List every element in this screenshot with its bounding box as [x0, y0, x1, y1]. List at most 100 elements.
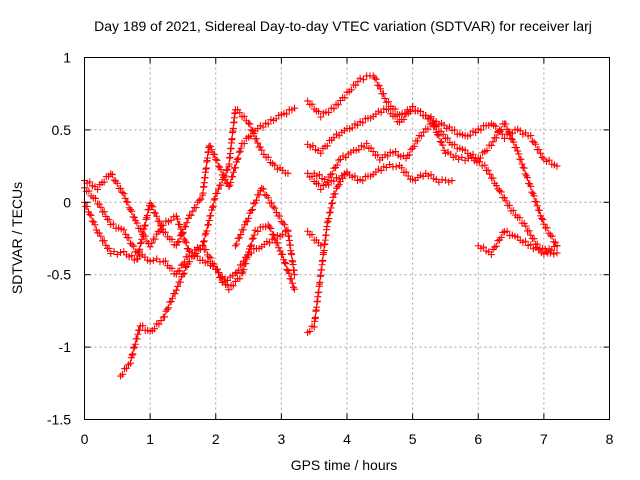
data-point-track-c [142, 215, 150, 223]
data-point-track-c [87, 211, 95, 219]
data-point-track-a [229, 282, 237, 290]
data-point-track-d [240, 112, 248, 120]
data-point-track-d [209, 202, 217, 210]
data-point-track-d [172, 286, 180, 294]
data-point-track-c [105, 245, 113, 253]
data-point-track-a [247, 241, 255, 249]
data-point-track-h [374, 151, 382, 159]
data-point-track-c [86, 210, 94, 218]
data-point-track-c [110, 248, 118, 255]
data-point-track-f [535, 146, 543, 154]
data-point-track-d [179, 270, 187, 278]
data-point-track-g [385, 105, 393, 113]
data-point-track-g [504, 128, 512, 136]
data-point-track-c [202, 164, 210, 172]
data-point-track-g [533, 202, 541, 210]
data-point-track-g [518, 160, 526, 168]
data-point-track-d [225, 160, 233, 168]
data-point-track-d [228, 135, 236, 143]
data-point-track-d [128, 351, 136, 359]
data-point-track-d [176, 278, 184, 286]
data-point-track-h [497, 188, 505, 196]
data-point-track-i [351, 172, 359, 180]
data-point-track-j [316, 278, 324, 286]
data-point-track-c [95, 229, 103, 237]
data-point-track-b [128, 207, 136, 215]
data-point-track-a [276, 247, 284, 255]
data-point-track-a [207, 254, 215, 262]
data-point-track-e [231, 242, 239, 250]
data-point-track-b [235, 266, 243, 274]
data-point-track-i [382, 163, 390, 171]
data-point-track-g [492, 134, 500, 142]
data-point-track-b [217, 274, 225, 282]
data-point-track-j [311, 313, 319, 321]
data-point-track-b [266, 239, 274, 247]
x-tick-label: 5 [409, 431, 417, 447]
data-point-track-l [480, 243, 487, 251]
data-point-track-d [221, 172, 229, 180]
data-point-track-a [278, 250, 286, 258]
data-point-track-f [308, 100, 316, 108]
data-point-track-j [328, 199, 336, 207]
data-point-track-e [288, 251, 296, 259]
data-point-track-d [133, 335, 141, 343]
data-point-track-c [212, 155, 220, 163]
data-point-track-g [538, 214, 546, 222]
data-point-track-h [533, 240, 541, 248]
data-point-track-d [180, 269, 188, 277]
data-point-track-h [525, 227, 533, 235]
data-point-track-e [268, 199, 276, 207]
data-point-track-a [102, 212, 110, 220]
data-point-track-f [466, 131, 474, 139]
data-point-track-g [377, 109, 385, 117]
data-point-track-b [117, 184, 125, 192]
data-point-track-d [155, 320, 163, 328]
x-tick-labels: 0 1 2 3 4 5 6 7 8 [81, 431, 614, 447]
y-tick-label: 0.5 [52, 122, 72, 138]
data-point-track-a [149, 256, 157, 264]
data-point-track-a [275, 244, 283, 252]
data-point-track-a [146, 257, 154, 265]
data-point-track-h [431, 123, 439, 131]
data-point-track-h [530, 235, 538, 243]
data-point-track-b [121, 194, 129, 202]
data-point-track-d [165, 304, 172, 312]
data-point-track-l [522, 237, 529, 245]
data-point-track-d [168, 294, 176, 302]
data-point-track-a [240, 265, 248, 273]
data-point-track-c [128, 252, 136, 260]
data-point-track-a [95, 200, 103, 208]
data-point-track-b [113, 179, 121, 187]
data-point-track-c [134, 255, 142, 263]
data-point-track-c [88, 217, 96, 225]
data-point-track-a [181, 258, 189, 266]
data-point-track-a [250, 231, 258, 239]
data-point-track-c [208, 146, 216, 154]
data-point-track-c [97, 232, 105, 240]
data-point-track-l [494, 237, 502, 245]
data-point-track-g [514, 147, 522, 155]
data-point-track-h [522, 222, 530, 230]
data-point-track-e [261, 191, 269, 199]
data-point-track-i [377, 167, 385, 175]
data-point-track-b [231, 269, 239, 277]
x-tick-label: 1 [146, 431, 154, 447]
data-point-track-d [167, 298, 175, 306]
data-point-track-c [233, 156, 241, 164]
y-tick-label: -1 [59, 339, 72, 355]
data-point-track-d [264, 153, 272, 161]
data-point-track-f [545, 156, 553, 164]
data-point-track-i [402, 168, 410, 176]
data-point-track-e [245, 214, 253, 222]
data-point-track-j [323, 219, 331, 227]
data-point-track-j [319, 256, 327, 264]
x-tick-label: 2 [212, 431, 220, 447]
data-point-track-d [203, 227, 211, 235]
data-point-track-c [197, 195, 205, 203]
data-point-track-j [335, 181, 343, 189]
data-point-track-h [489, 174, 497, 182]
data-point-track-f [377, 85, 385, 93]
data-point-track-g [528, 188, 536, 196]
data-point-track-d [130, 344, 138, 352]
